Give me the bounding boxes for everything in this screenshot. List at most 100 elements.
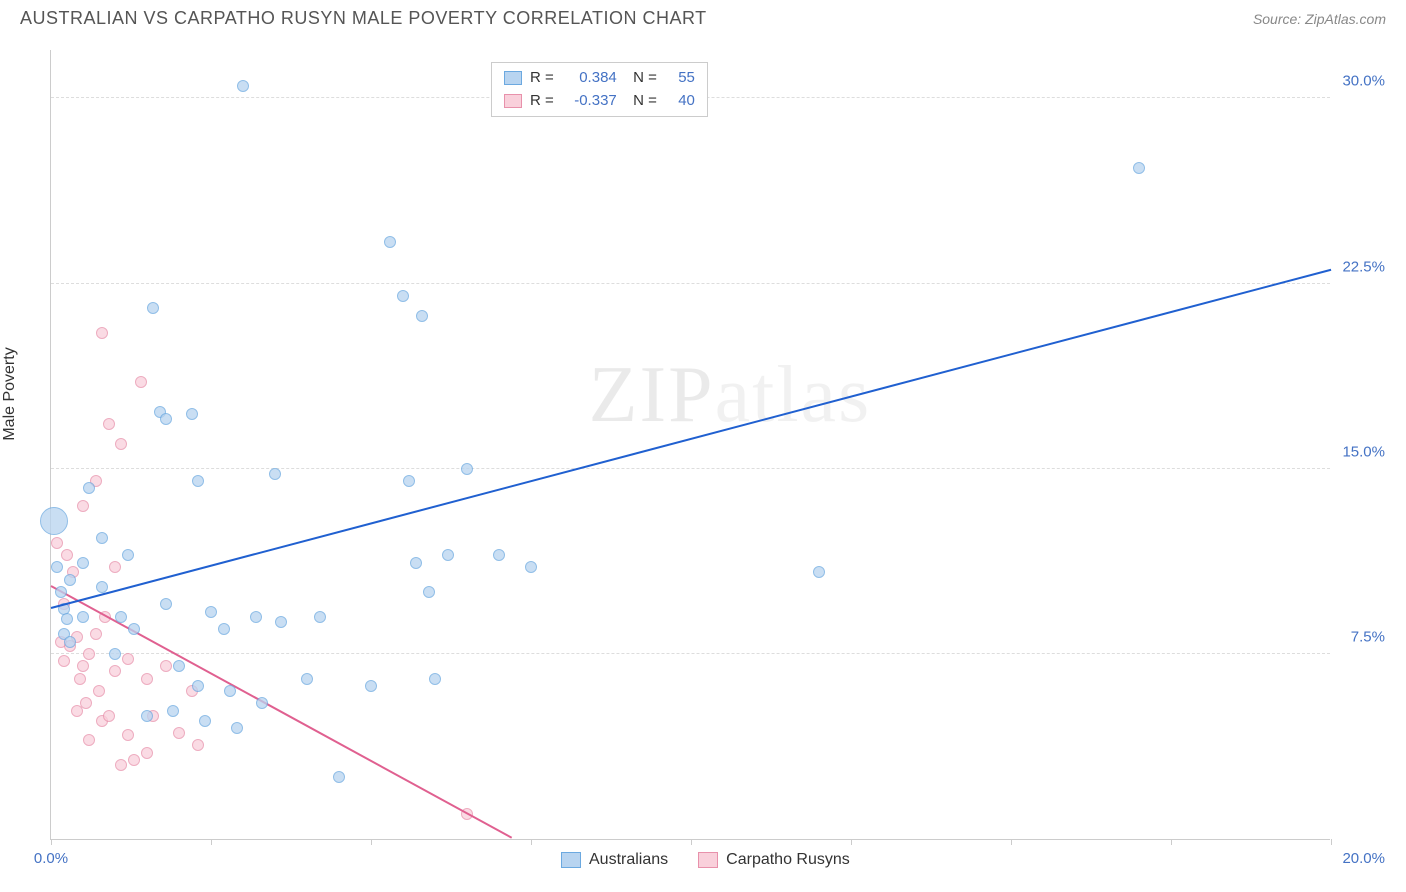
data-point [109,561,121,573]
x-tick [851,839,852,845]
data-point [416,310,428,322]
data-point [135,376,147,388]
legend-r-label: R = [530,67,554,90]
data-point [74,673,86,685]
data-point [173,660,185,672]
data-point [314,611,326,623]
data-point [141,710,153,722]
y-tick-label: 7.5% [1351,628,1385,645]
data-point [423,586,435,598]
data-point [160,598,172,610]
data-point [186,408,198,420]
data-point [90,628,102,640]
x-tick [51,839,52,845]
data-point [96,327,108,339]
data-point [256,697,268,709]
data-point [397,290,409,302]
x-tick [1331,839,1332,845]
data-point [83,648,95,660]
data-point [93,685,105,697]
data-point [333,771,345,783]
x-tick-label: 20.0% [1342,850,1385,867]
data-point [224,685,236,697]
data-point [442,549,454,561]
x-tick [1171,839,1172,845]
data-point [384,236,396,248]
data-point [83,482,95,494]
data-point [160,660,172,672]
chart-source: Source: ZipAtlas.com [1253,11,1386,27]
x-tick [531,839,532,845]
data-point [77,557,89,569]
data-point [58,655,70,667]
data-point [301,673,313,685]
data-point [141,673,153,685]
chart-title: AUSTRALIAN VS CARPATHO RUSYN MALE POVERT… [20,8,707,29]
data-point [109,665,121,677]
legend-series: AustraliansCarpatho Rusyns [561,851,850,869]
gridline [51,283,1330,284]
data-point [55,586,67,598]
data-point [429,673,441,685]
y-tick-label: 15.0% [1342,443,1385,460]
legend-swatch [504,94,522,108]
trend-line [51,269,1332,609]
x-tick [691,839,692,845]
plot-area: 7.5%15.0%22.5%30.0%0.0%20.0%ZIPatlasR =0… [50,50,1330,840]
data-point [365,680,377,692]
legend-n-value: 55 [665,67,695,90]
data-point [1133,162,1145,174]
data-point [237,80,249,92]
data-point [231,722,243,734]
legend-swatch [698,852,718,868]
data-point [122,729,134,741]
data-point [115,759,127,771]
data-point [173,727,185,739]
data-point [61,613,73,625]
data-point [269,468,281,480]
legend-r-value: 0.384 [562,67,617,90]
chart-container: Male Poverty 7.5%15.0%22.5%30.0%0.0%20.0… [20,40,1386,870]
x-tick [211,839,212,845]
data-point [192,739,204,751]
data-point [96,532,108,544]
data-point [77,660,89,672]
data-point [141,747,153,759]
legend-n-label: N = [625,67,657,90]
data-point [115,438,127,450]
y-tick-label: 22.5% [1342,258,1385,275]
x-tick [371,839,372,845]
legend-correlation: R =0.384 N =55R =-0.337 N =40 [491,62,708,117]
data-point [493,549,505,561]
data-point [218,623,230,635]
legend-r-value: -0.337 [562,90,617,113]
data-point [77,500,89,512]
legend-n-value: 40 [665,90,695,113]
data-point [128,623,140,635]
x-tick [1011,839,1012,845]
data-point [205,606,217,618]
data-point [103,418,115,430]
gridline [51,653,1330,654]
data-point [147,302,159,314]
data-point [115,611,127,623]
x-tick-label: 0.0% [34,850,68,867]
data-point [61,549,73,561]
data-point [122,653,134,665]
legend-r-label: R = [530,90,554,113]
data-point [525,561,537,573]
y-axis-label: Male Poverty [1,347,19,440]
data-point [51,561,63,573]
data-point [64,574,76,586]
legend-swatch [561,852,581,868]
data-point [250,611,262,623]
gridline [51,468,1330,469]
legend-series-label: Australians [589,851,668,869]
data-point [461,463,473,475]
data-point [128,754,140,766]
data-point [77,611,89,623]
data-point [403,475,415,487]
data-point [275,616,287,628]
y-tick-label: 30.0% [1342,73,1385,90]
data-point [64,636,76,648]
